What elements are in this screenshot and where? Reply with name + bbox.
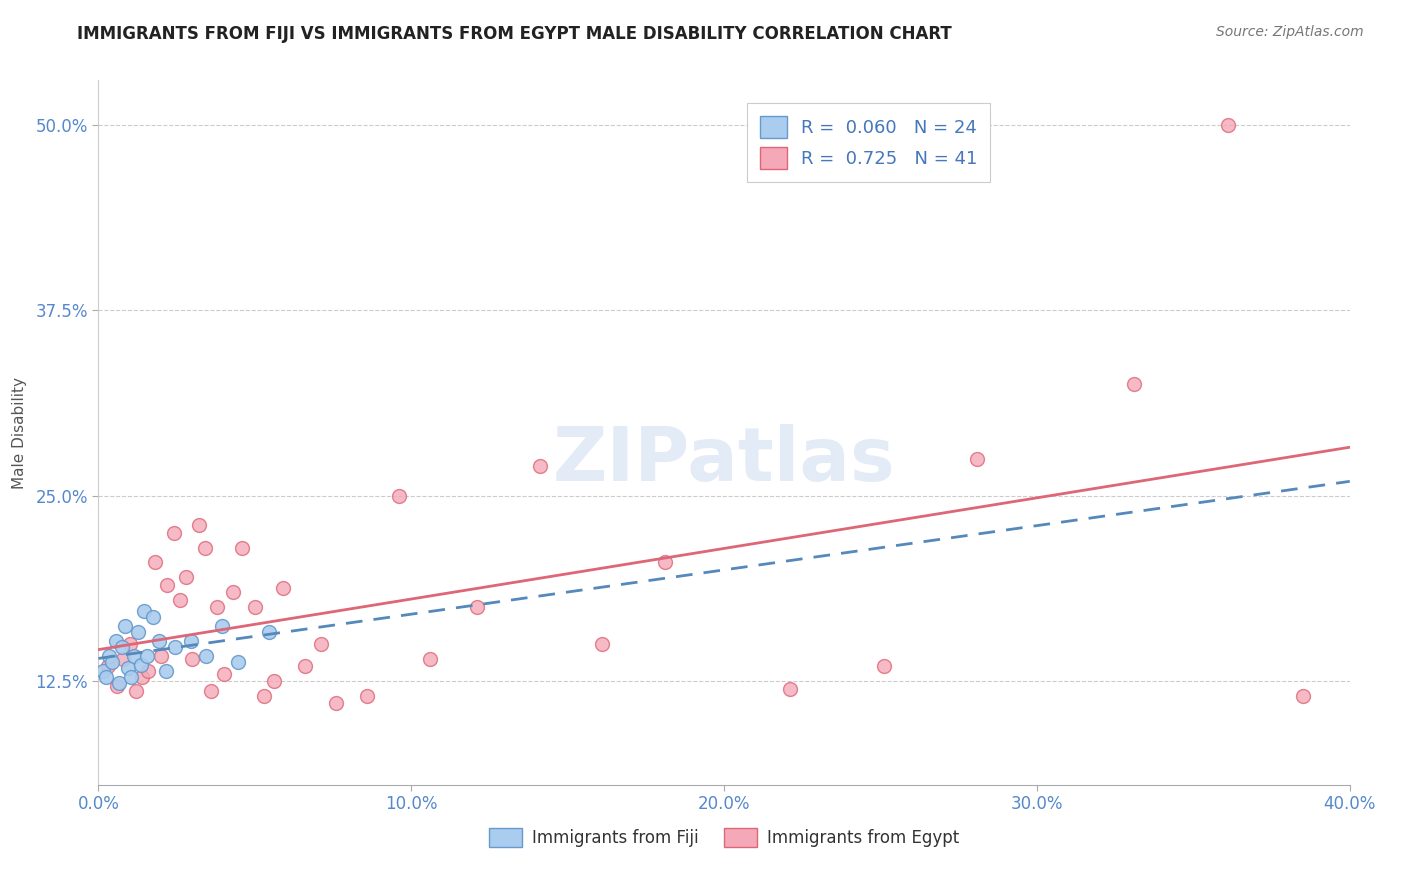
Point xyxy=(226,655,249,669)
Point xyxy=(114,619,136,633)
Point xyxy=(96,670,118,684)
Point xyxy=(169,592,191,607)
Point xyxy=(111,640,134,654)
Point xyxy=(98,648,121,663)
Point xyxy=(187,518,209,533)
Point xyxy=(966,451,988,466)
Point xyxy=(127,625,149,640)
Point xyxy=(112,652,135,666)
Point xyxy=(591,637,613,651)
Point xyxy=(101,655,124,669)
Point xyxy=(419,652,441,666)
Point xyxy=(155,664,177,678)
Point xyxy=(181,652,204,666)
Point xyxy=(325,697,347,711)
Point xyxy=(253,689,276,703)
Point xyxy=(654,556,676,570)
Point xyxy=(231,541,253,555)
Point xyxy=(222,585,245,599)
Text: ZIPatlas: ZIPatlas xyxy=(553,425,896,498)
Point xyxy=(162,525,184,540)
Point xyxy=(129,657,152,672)
Point xyxy=(872,659,894,673)
Point xyxy=(125,684,148,698)
Point xyxy=(779,681,801,696)
Point xyxy=(388,489,411,503)
Text: IMMIGRANTS FROM FIJI VS IMMIGRANTS FROM EGYPT MALE DISABILITY CORRELATION CHART: IMMIGRANTS FROM FIJI VS IMMIGRANTS FROM … xyxy=(77,25,952,43)
Point xyxy=(356,689,378,703)
Point xyxy=(142,610,165,624)
Point xyxy=(148,634,170,648)
Point xyxy=(138,664,160,678)
Point xyxy=(143,556,166,570)
Point xyxy=(309,637,332,651)
Point xyxy=(97,659,120,673)
Point xyxy=(105,679,128,693)
Point xyxy=(117,661,139,675)
Y-axis label: Male Disability: Male Disability xyxy=(13,376,27,489)
Point xyxy=(165,640,187,654)
Point xyxy=(294,659,316,673)
Point xyxy=(243,599,266,614)
Point xyxy=(135,648,157,663)
Point xyxy=(195,648,218,663)
Point xyxy=(271,581,294,595)
Point xyxy=(118,637,141,651)
Point xyxy=(212,666,235,681)
Point xyxy=(1292,689,1315,703)
Point xyxy=(1216,118,1239,132)
Point xyxy=(104,634,127,648)
Point xyxy=(465,599,488,614)
Point xyxy=(91,664,114,678)
Point xyxy=(107,675,129,690)
Point xyxy=(207,599,229,614)
Point xyxy=(150,648,173,663)
Text: Source: ZipAtlas.com: Source: ZipAtlas.com xyxy=(1216,25,1364,39)
Point xyxy=(132,604,155,618)
Point xyxy=(194,541,217,555)
Point xyxy=(529,458,551,473)
Point xyxy=(211,619,233,633)
Point xyxy=(200,684,222,698)
Point xyxy=(131,670,153,684)
Point xyxy=(174,570,197,584)
Point xyxy=(257,625,280,640)
Legend: Immigrants from Fiji, Immigrants from Egypt: Immigrants from Fiji, Immigrants from Eg… xyxy=(482,822,966,855)
Point xyxy=(124,648,146,663)
Point xyxy=(263,674,285,689)
Point xyxy=(1122,377,1144,392)
Point xyxy=(180,634,202,648)
Point xyxy=(120,670,142,684)
Point xyxy=(156,577,179,591)
